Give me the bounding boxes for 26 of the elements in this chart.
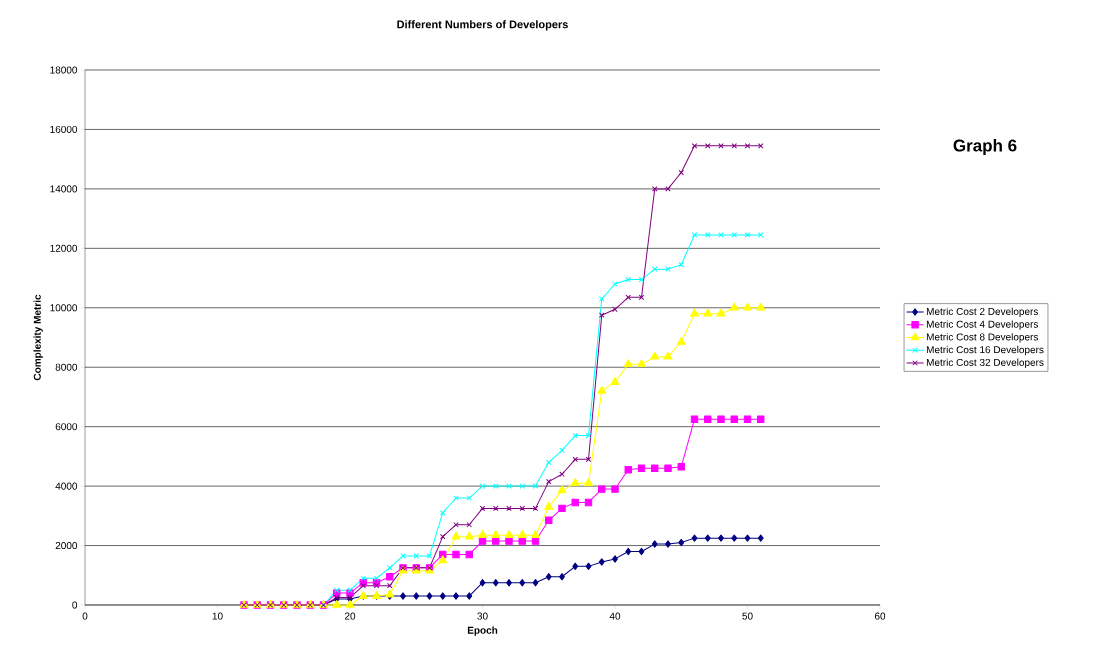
y-tick-label: 18000 bbox=[50, 66, 78, 74]
legend-label: Metric Cost 2 Developers bbox=[926, 307, 1039, 317]
y-axis-title: Complexity Metric bbox=[33, 294, 43, 381]
x-tick-label: 0 bbox=[82, 612, 88, 620]
y-tick-label: 16000 bbox=[50, 125, 78, 133]
y-tick-label: 0 bbox=[72, 601, 78, 609]
caption: Graph 6 bbox=[953, 139, 1017, 155]
x-tick-label: 20 bbox=[344, 612, 356, 620]
x-tick-label: 40 bbox=[609, 612, 621, 620]
x-tick-label: 50 bbox=[742, 612, 753, 620]
x-tick-label: 10 bbox=[212, 612, 223, 620]
y-tick-label: 12000 bbox=[50, 244, 78, 252]
legend-label: Metric Cost 16 Developers bbox=[926, 345, 1044, 356]
legend-label: Metric Cost 32 Developers bbox=[926, 358, 1044, 368]
y-tick-label: 10000 bbox=[50, 304, 78, 312]
y-tick-label: 14000 bbox=[50, 185, 78, 193]
chart-title: Different Numbers of Developers bbox=[397, 20, 568, 31]
x-tick-label: 30 bbox=[477, 612, 488, 620]
x-axis-title: Epoch bbox=[467, 626, 498, 636]
x-tick-label: 60 bbox=[874, 612, 886, 620]
y-tick-label: 8000 bbox=[55, 363, 78, 371]
y-tick-label: 4000 bbox=[55, 482, 78, 490]
y-tick-label: 2000 bbox=[55, 542, 78, 550]
legend-label: Metric Cost 4 Developers bbox=[926, 320, 1039, 330]
legend-label: Metric Cost 8 Developers bbox=[926, 333, 1039, 343]
y-tick-label: 6000 bbox=[55, 423, 78, 431]
